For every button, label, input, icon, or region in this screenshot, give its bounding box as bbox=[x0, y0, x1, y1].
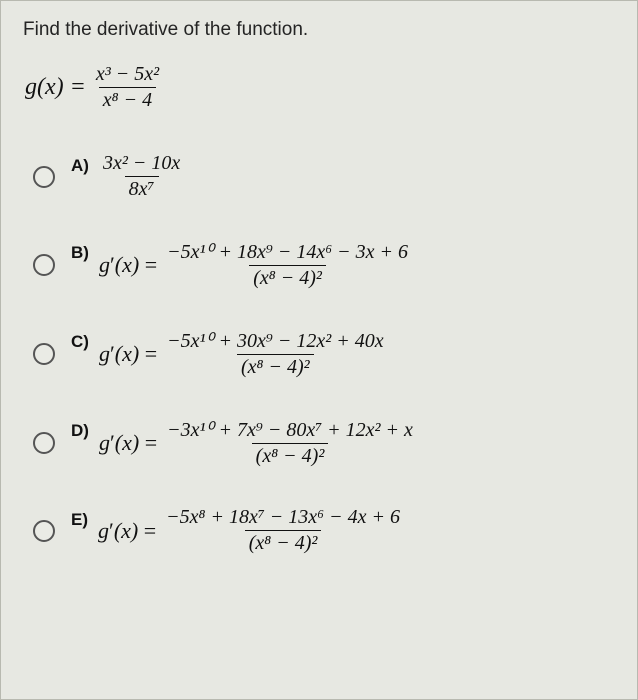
function-den: x⁸ − 4 bbox=[103, 89, 152, 111]
radio-a[interactable] bbox=[33, 166, 55, 188]
radio-d[interactable] bbox=[33, 432, 55, 454]
option-d[interactable]: D) g′(x) = −3x¹⁰ + 7x⁹ − 80x⁷ + 12x² + x… bbox=[33, 417, 615, 468]
opt-d-den: (x⁸ − 4)² bbox=[256, 445, 325, 467]
radio-e[interactable] bbox=[33, 520, 55, 542]
option-expression: g′(x) = −5x¹⁰ + 30x⁹ − 12x² + 40x (x⁸ − … bbox=[99, 328, 388, 379]
option-c[interactable]: C) g′(x) = −5x¹⁰ + 30x⁹ − 12x² + 40x (x⁸… bbox=[33, 328, 615, 379]
option-expression: 3x² − 10x 8x⁷ bbox=[99, 152, 184, 201]
option-letter: B) bbox=[71, 239, 89, 263]
option-a[interactable]: A) 3x² − 10x 8x⁷ bbox=[33, 152, 615, 201]
option-e[interactable]: E) g′(x) = −5x⁸ + 18x⁷ − 13x⁶ − 4x + 6 (… bbox=[33, 506, 615, 555]
opt-c-den: (x⁸ − 4)² bbox=[241, 356, 310, 378]
option-letter: C) bbox=[71, 328, 89, 352]
function-num: x³ − 5x² bbox=[96, 63, 159, 85]
opt-b-num: −5x¹⁰ + 18x⁹ − 14x⁶ − 3x + 6 bbox=[167, 241, 408, 263]
option-expression: g′(x) = −3x¹⁰ + 7x⁹ − 80x⁷ + 12x² + x (x… bbox=[99, 417, 417, 468]
options-list: A) 3x² − 10x 8x⁷ B) g′(x) = −5x¹⁰ + 18x⁹… bbox=[33, 152, 615, 555]
opt-c-num: −5x¹⁰ + 30x⁹ − 12x² + 40x bbox=[167, 330, 383, 352]
option-letter: E) bbox=[71, 506, 88, 530]
option-expression: g′(x) = −5x⁸ + 18x⁷ − 13x⁶ − 4x + 6 (x⁸ … bbox=[98, 506, 404, 555]
opt-d-num: −3x¹⁰ + 7x⁹ − 80x⁷ + 12x² + x bbox=[167, 419, 413, 441]
option-b[interactable]: B) g′(x) = −5x¹⁰ + 18x⁹ − 14x⁶ − 3x + 6 … bbox=[33, 239, 615, 290]
radio-c[interactable] bbox=[33, 343, 55, 365]
option-letter: D) bbox=[71, 417, 89, 441]
question-prompt: Find the derivative of the function. bbox=[23, 19, 615, 41]
option-expression: g′(x) = −5x¹⁰ + 18x⁹ − 14x⁶ − 3x + 6 (x⁸… bbox=[99, 239, 412, 290]
question-panel: Find the derivative of the function. g(x… bbox=[0, 0, 638, 700]
radio-b[interactable] bbox=[33, 254, 55, 276]
function-lhs: g(x) = bbox=[25, 74, 86, 101]
option-letter: A) bbox=[71, 152, 89, 176]
opt-e-den: (x⁸ − 4)² bbox=[249, 532, 318, 554]
opt-a-num: 3x² − 10x bbox=[103, 152, 180, 174]
function-definition: g(x) = x³ − 5x² x⁸ − 4 bbox=[25, 63, 615, 112]
opt-b-den: (x⁸ − 4)² bbox=[253, 267, 322, 289]
opt-a-den: 8x⁷ bbox=[129, 178, 155, 200]
function-fraction: x³ − 5x² x⁸ − 4 bbox=[92, 63, 163, 112]
opt-e-num: −5x⁸ + 18x⁷ − 13x⁶ − 4x + 6 bbox=[166, 506, 400, 528]
